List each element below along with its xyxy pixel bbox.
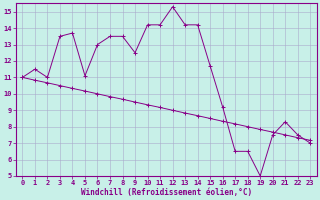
X-axis label: Windchill (Refroidissement éolien,°C): Windchill (Refroidissement éolien,°C) bbox=[81, 188, 252, 197]
